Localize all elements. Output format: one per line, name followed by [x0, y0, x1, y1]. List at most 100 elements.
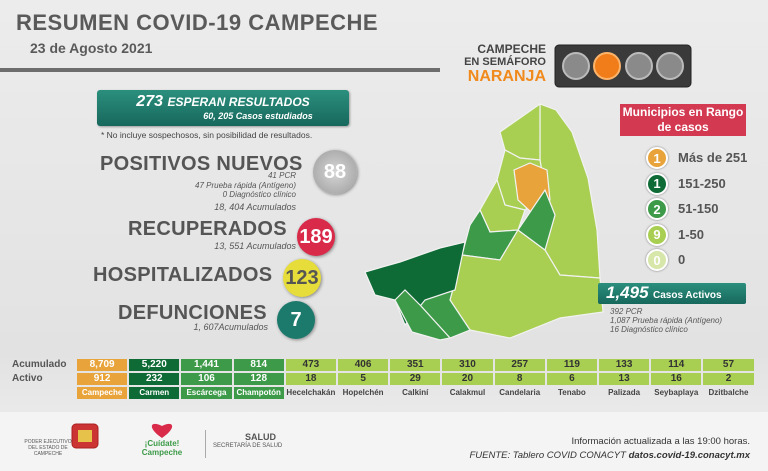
- positivos-acumulados: 18, 404 Acumulados: [214, 202, 296, 212]
- cell-acumulado: 8,709: [77, 359, 128, 371]
- divider: [205, 430, 206, 458]
- campaign-label: ¡Cuídate! Campeche: [141, 439, 183, 457]
- cell-acumulado: 133: [599, 359, 650, 371]
- cell-acumulado: 814: [233, 359, 284, 371]
- breakdown-line: 392 PCR: [610, 307, 643, 316]
- municipios-table: Acumulado Activo 8,709 912 Campeche 5,220 23…: [0, 356, 768, 402]
- legend-count: 1: [646, 172, 668, 195]
- row-label: Activo: [12, 373, 43, 384]
- breakdown-line: 41 PCR: [267, 171, 296, 180]
- legend-count: 9: [646, 223, 668, 246]
- update-note: Información actualizada a las 19:00 hora…: [571, 436, 751, 447]
- header-rule: [0, 68, 440, 72]
- legend-range: 51-150: [678, 201, 719, 216]
- positivos-number: 88: [313, 150, 357, 194]
- breakdown-line: 1,087 Prueba rápida (Antígeno): [610, 316, 723, 325]
- pending-box: 273 ESPERAN RESULTADOS 60, 205 Casos est…: [97, 90, 349, 126]
- source-label: FUENTE: Tablero COVID CONACYT: [469, 450, 626, 461]
- pending-number: 273: [136, 93, 163, 110]
- pending-label: ESPERAN RESULTADOS: [167, 95, 310, 109]
- cell-activo: 232: [129, 373, 180, 385]
- activos-breakdown: 392 PCR 1,087 Prueba rápida (Antígeno) 1…: [610, 307, 722, 334]
- legend-range: Más de 251: [678, 150, 748, 165]
- cell-activo: 8: [494, 373, 545, 385]
- cell-name: Champotón: [233, 387, 284, 399]
- cell-acumulado: 473: [285, 359, 336, 371]
- cell-acumulado: 406: [338, 359, 389, 371]
- cell-acumulado: 257: [494, 359, 545, 371]
- positivos-breakdown: 41 PCR 47 Prueba rápida (Antígeno) 0 Dia…: [150, 171, 296, 200]
- hospitalizados-label: HOSPITALIZADOS: [93, 264, 273, 286]
- breakdown-line: 16 Diagnóstico clínico: [610, 325, 688, 334]
- breakdown-line: 47 Prueba rápida (Antígeno): [195, 180, 296, 190]
- source: FUENTE: Tablero COVID CONACYT datos.covi…: [469, 450, 750, 461]
- activos-box: 1,495 Casos Activos: [598, 283, 746, 304]
- recuperados-acumulados: 13, 551 Acumulados: [214, 241, 296, 251]
- legend-count: 2: [646, 198, 668, 220]
- cell-activo: 2: [703, 373, 754, 385]
- semaforo-line: EN SEMÁFORO: [464, 56, 546, 68]
- cell-acumulado: 114: [651, 359, 702, 371]
- cell-name: Hopelchén: [342, 388, 384, 397]
- hospitalizados-number: 123: [283, 259, 321, 297]
- state-map: [364, 102, 604, 341]
- title: RESUMEN COVID-19 CAMPECHE: [16, 10, 379, 35]
- cell-activo: 20: [442, 373, 493, 385]
- cell-activo: 29: [390, 373, 441, 385]
- legend-range: 1-50: [678, 226, 705, 242]
- cell-activo: 106: [181, 373, 232, 385]
- cell-activo: 18: [285, 373, 336, 385]
- cell-activo: 912: [77, 373, 128, 385]
- cell-name: Escárcega: [181, 387, 232, 399]
- note: * No incluye sospechosos, sin posibilida…: [101, 130, 313, 140]
- pending-studied: 60, 205 Casos estudiados: [203, 111, 313, 121]
- cell-name: Calkiní: [402, 388, 429, 397]
- cell-name: Candelaria: [499, 388, 541, 397]
- cell-name: Tenabo: [557, 388, 586, 397]
- defunciones-number: 7: [277, 301, 315, 339]
- date: 23 de Agosto 2021: [30, 40, 153, 56]
- campaign-logo: [151, 423, 173, 438]
- legend-range: 151-250: [678, 175, 726, 191]
- cell-activo: 13: [599, 373, 650, 385]
- defunciones-acumulados: 1, 607Acumulados: [193, 322, 268, 332]
- secretaria-label: SECRETARÍA DE SALUD: [213, 443, 283, 449]
- cell-acumulado: 310: [442, 359, 493, 371]
- gov-label: PODER EJECUTIVO DEL ESTADO DE CAMPECHE: [24, 439, 72, 457]
- traffic-light: [554, 44, 692, 88]
- activos-number: 1,495: [606, 283, 649, 302]
- cell-activo: 16: [651, 373, 702, 385]
- source-url: datos.covid-19.conacyt.mx: [628, 450, 750, 461]
- recuperados-label: RECUPERADOS: [128, 218, 287, 240]
- cell-name: Palizada: [608, 388, 641, 397]
- legend-range: 0: [678, 252, 686, 267]
- legend-count: 1: [646, 147, 668, 169]
- legend-count: 0: [646, 249, 668, 271]
- cell-activo: 5: [338, 373, 389, 385]
- activos-label: Casos Activos: [653, 290, 722, 301]
- coat-of-arms: [71, 423, 99, 449]
- cell-acumulado: 1,441: [181, 359, 232, 371]
- footer: PODER EJECUTIVO DEL ESTADO DE CAMPECHE ¡…: [0, 412, 768, 471]
- cell-acumulado: 351: [390, 359, 441, 371]
- breakdown-line: 0 Diagnóstico clínico: [222, 190, 296, 199]
- row-label: Acumulado: [12, 359, 67, 370]
- cell-name: Calakmul: [449, 388, 486, 397]
- cell-name: Seybaplaya: [654, 388, 699, 397]
- legend-title: Municipios en Rango de casos: [620, 104, 746, 136]
- semaforo-line: CAMPECHE: [477, 42, 546, 56]
- recuperados-number: 189: [297, 218, 335, 256]
- cell-acumulado: 57: [703, 359, 754, 371]
- cell-acumulado: 5,220: [129, 359, 180, 371]
- cell-name: Hecelchakán: [286, 388, 336, 397]
- salud-label: SALUD: [245, 432, 276, 442]
- cell-name: Campeche: [77, 387, 128, 399]
- cell-acumulado: 119: [546, 359, 597, 371]
- defunciones-label: DEFUNCIONES: [118, 302, 267, 324]
- cell-activo: 128: [233, 373, 284, 385]
- semaforo-color: NARANJA: [467, 68, 546, 85]
- cell-name: Carmen: [129, 387, 180, 399]
- positivos-label: POSITIVOS NUEVOS: [100, 153, 303, 175]
- cell-name: Dzitbalche: [708, 388, 749, 397]
